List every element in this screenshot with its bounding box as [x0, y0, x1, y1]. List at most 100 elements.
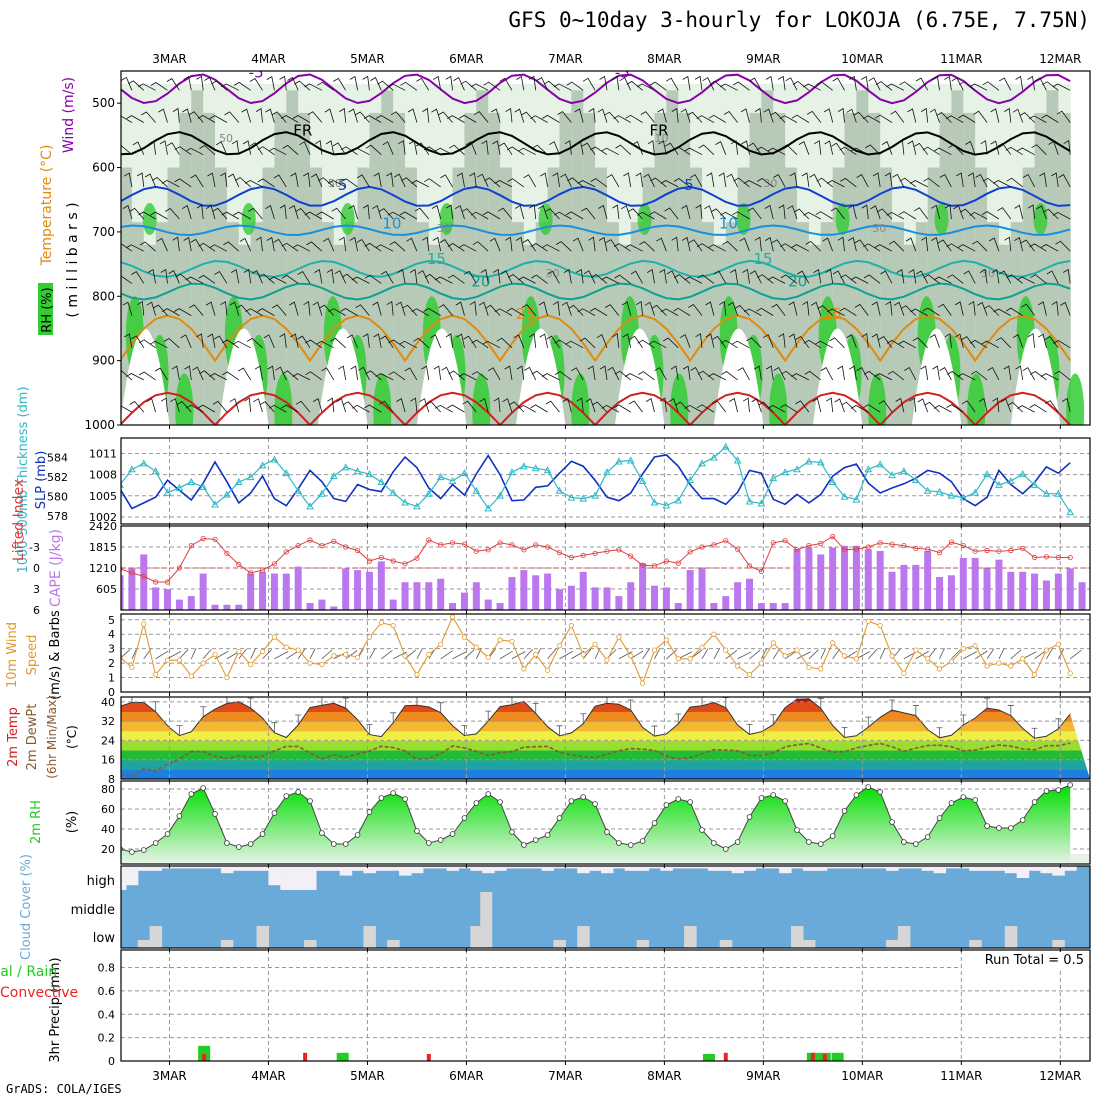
temperature-tick-label: 16: [101, 754, 115, 767]
wind-barb: [705, 301, 715, 316]
wind-barb: [639, 241, 655, 252]
wind-speed-marker: [141, 621, 147, 627]
wind-barb: [399, 340, 418, 349]
chart-title: GFS 0~10day 3-hourly for LOKOJA (6.75E, …: [508, 8, 1090, 32]
wind-barb: [1040, 373, 1059, 381]
rh-shade-mid: [405, 167, 418, 425]
cloud-high-gap: [399, 866, 412, 876]
wind-barb: [778, 333, 786, 348]
thickness-line: [121, 445, 1071, 513]
wind-barb: [314, 268, 323, 284]
wind-barb: [960, 208, 976, 220]
wind-barb: [871, 301, 881, 316]
cloud-high-gap: [874, 866, 887, 869]
wind-barb: [425, 401, 441, 413]
wind-barb: [204, 76, 216, 91]
surface-wind-barb: [262, 649, 273, 660]
wind-barb: [327, 180, 346, 188]
wind-barb: [448, 144, 465, 155]
wind-barb: [249, 77, 263, 91]
cape-bar: [425, 582, 433, 610]
wind-barb: [557, 111, 572, 123]
wind-barb: [424, 178, 441, 188]
cape-bar: [555, 589, 563, 610]
cape-bar: [164, 589, 172, 610]
rh-shade-mid: [179, 112, 192, 425]
isotherm-label: FR: [650, 121, 669, 139]
wind-barb: [905, 237, 917, 252]
wind-barb: [543, 80, 560, 91]
wind-barb: [742, 397, 750, 413]
surface-wind-barb: [440, 650, 453, 660]
rh-marker: [485, 791, 492, 797]
wind-barb: [338, 236, 347, 252]
thickness-marker: [389, 488, 398, 496]
rh-marker: [449, 831, 456, 837]
wind-barb: [305, 371, 323, 381]
wind-barb: [393, 173, 406, 188]
wind-barb: [198, 274, 216, 284]
wind-barb: [730, 140, 738, 155]
lifted-index-marker: [936, 549, 943, 556]
wind-speed-marker: [711, 631, 717, 637]
dewpoint-line: [121, 742, 1071, 778]
wind-barb: [1054, 370, 1071, 381]
wind-barb: [257, 308, 275, 316]
wind-barb: [267, 365, 275, 380]
temperature-minmax-bar: [817, 697, 824, 709]
wind-barb: [665, 142, 679, 155]
wind-speed-marker: [438, 641, 444, 647]
rh-shade-mid: [785, 167, 798, 425]
wind-speed-marker: [402, 653, 408, 659]
wind-barb: [710, 208, 727, 220]
thickness-marker: [911, 475, 920, 484]
lifted-index-marker: [675, 560, 681, 566]
wind-barb: [303, 301, 311, 316]
wind-barb: [199, 145, 216, 156]
temperature-tick-label: 24: [101, 734, 115, 747]
cloud-high-gap: [826, 866, 840, 869]
wind-barb: [778, 204, 786, 220]
temperature-band: [121, 740, 1090, 751]
wind-speed-marker: [592, 641, 598, 647]
lifted-index-marker: [1067, 554, 1073, 561]
cape-bar: [1007, 571, 1015, 610]
cape-bar: [900, 564, 908, 610]
wind-barb: [849, 365, 857, 380]
rh-marker: [1067, 782, 1074, 788]
wind-barb: [779, 243, 798, 252]
wind-barb: [205, 204, 216, 220]
wind-barb: [899, 81, 917, 91]
cloud-high-gap: [137, 866, 151, 871]
wind-barb: [319, 304, 335, 316]
wind-barb: [312, 397, 323, 413]
lifted-index-marker: [319, 542, 325, 549]
wind-barb: [1012, 108, 1024, 123]
wind-barb: [698, 144, 715, 155]
wind-barb: [767, 147, 786, 156]
lifted-index-marker: [877, 540, 883, 546]
wind-barb: [625, 114, 643, 123]
wind-barb: [372, 301, 382, 316]
date-label-top: 6MAR: [449, 52, 484, 66]
wind-barb: [209, 373, 228, 381]
wind-barb: [697, 370, 715, 381]
cloud-low-gap: [791, 926, 804, 948]
run-total-box: [962, 951, 1089, 968]
cape-bar: [829, 547, 837, 610]
lifted-index-marker: [830, 533, 836, 540]
cape-bar: [650, 585, 658, 610]
wind-barb: [258, 273, 275, 284]
wind-barb: [571, 367, 584, 381]
rh-marker: [1008, 825, 1014, 831]
wind-barb: [196, 333, 204, 348]
lifted-index-marker: [390, 558, 396, 564]
wind-speed-marker: [200, 660, 206, 666]
wind-barb: [230, 268, 240, 284]
rh-marker: [912, 841, 919, 847]
cape-bar: [1042, 580, 1050, 610]
thickness-marker: [816, 458, 825, 466]
isotherm-label: -5: [615, 63, 630, 81]
rh-contour-label: 30: [546, 267, 560, 280]
temperature-band: [121, 711, 1090, 722]
